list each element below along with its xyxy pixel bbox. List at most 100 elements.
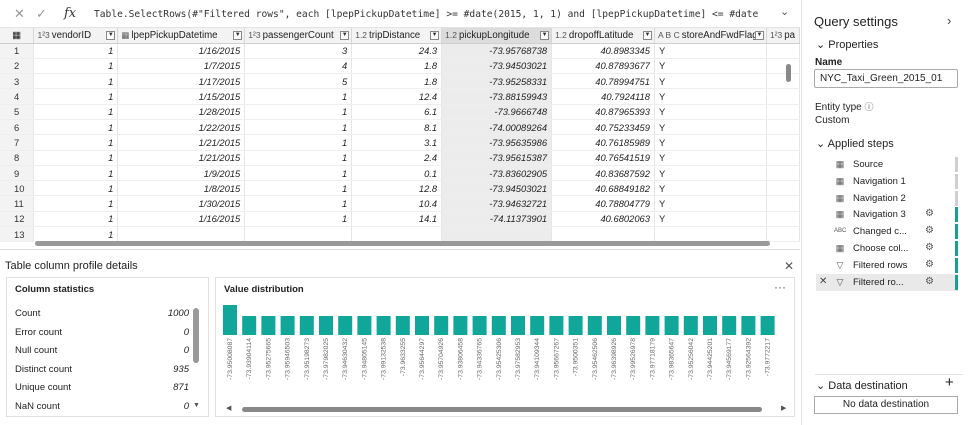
table-cell[interactable]: 1/28/2015: [117, 104, 246, 120]
applied-step[interactable]: ▦ Source: [816, 156, 958, 173]
table-cell[interactable]: [766, 180, 800, 197]
table-cell[interactable]: 1: [33, 195, 119, 212]
column-header-7[interactable]: 1²3 pa: [766, 28, 800, 44]
table-cell[interactable]: 1: [33, 150, 119, 166]
table-cell[interactable]: 40.83687592: [551, 165, 655, 182]
chevron-down-icon[interactable]: ⌄: [780, 6, 790, 18]
table-cell[interactable]: -73.94632721: [441, 195, 553, 212]
table-cell[interactable]: 40.68849182: [551, 180, 655, 197]
table-cell[interactable]: [766, 119, 800, 136]
fx-icon[interactable]: fx: [64, 6, 77, 21]
distribution-bar[interactable]: [395, 316, 410, 335]
table-cell[interactable]: 1: [244, 119, 353, 136]
step-settings-gear-icon[interactable]: ⚙: [925, 208, 934, 220]
table-cell[interactable]: [244, 226, 353, 243]
column-type-icon[interactable]: 1²3: [769, 29, 783, 40]
table-cell[interactable]: 40.8983345: [551, 43, 655, 59]
applied-step[interactable]: ▦ Choose col... ⚙: [816, 240, 958, 257]
table-cell[interactable]: Y: [654, 104, 767, 120]
column-header-2[interactable]: 1²3 passengerCount ▼: [244, 28, 353, 44]
vertical-scrollbar[interactable]: [786, 64, 791, 82]
distribution-bar[interactable]: [722, 316, 737, 335]
table-cell[interactable]: 12.8: [351, 180, 443, 197]
table-cell[interactable]: 40.87965393: [551, 104, 655, 120]
row-number[interactable]: 7: [0, 134, 35, 151]
distribution-bar[interactable]: [299, 316, 314, 335]
table-cell[interactable]: 3: [244, 43, 353, 59]
table-cell[interactable]: 1: [33, 226, 119, 243]
table-cell[interactable]: [766, 88, 800, 105]
distribution-bar[interactable]: [760, 316, 775, 335]
distribution-bar[interactable]: [491, 316, 506, 335]
distribution-bar[interactable]: [626, 316, 641, 335]
step-settings-gear-icon[interactable]: ⚙: [925, 275, 934, 287]
table-corner-icon[interactable]: ▦: [0, 28, 35, 44]
table-row[interactable]: 1 1 1/16/2015 3 24.3 -73.95768738 40.8983345 Y: [0, 43, 800, 59]
table-cell[interactable]: 14.1: [351, 211, 443, 228]
step-settings-gear-icon[interactable]: ⚙: [925, 225, 934, 237]
table-cell[interactable]: Y: [654, 73, 767, 90]
table-cell[interactable]: -73.83602905: [441, 165, 553, 182]
table-cell[interactable]: 4: [244, 58, 353, 75]
table-cell[interactable]: [766, 58, 800, 75]
table-cell[interactable]: [766, 150, 800, 166]
accept-icon[interactable]: ✓: [36, 6, 47, 21]
distribution-bar[interactable]: [261, 316, 276, 335]
table-cell[interactable]: Y: [654, 180, 767, 197]
column-dropdown-icon[interactable]: ▼: [106, 31, 116, 40]
distribution-bar[interactable]: [683, 316, 698, 335]
table-cell[interactable]: 1: [33, 134, 119, 151]
table-cell[interactable]: [766, 165, 800, 182]
table-cell[interactable]: 10.4: [351, 195, 443, 212]
table-cell[interactable]: -73.94503021: [441, 180, 553, 197]
table-cell[interactable]: Y: [654, 58, 767, 75]
table-cell[interactable]: -73.95635986: [441, 134, 553, 151]
table-cell[interactable]: 2.4: [351, 150, 443, 166]
distribution-bar[interactable]: [338, 316, 353, 335]
distribution-bar[interactable]: [645, 316, 660, 335]
table-cell[interactable]: 1: [33, 73, 119, 90]
distribution-bar[interactable]: [607, 316, 621, 335]
table-row[interactable]: 13 1: [0, 226, 800, 243]
row-number[interactable]: 4: [0, 88, 35, 105]
scroll-right-icon[interactable]: ▶: [781, 405, 787, 412]
table-cell[interactable]: -73.9666748: [441, 104, 553, 120]
distribution-bar[interactable]: [376, 316, 391, 335]
distribution-bar[interactable]: [587, 316, 602, 335]
row-number[interactable]: 13: [0, 226, 35, 243]
column-header-1[interactable]: ▦ lpepPickupDatetime ▼: [117, 28, 246, 44]
table-row[interactable]: 6 1 1/22/2015 1 8.1 -74.00089264 40.75233459 Y: [0, 119, 800, 136]
table-cell[interactable]: 1: [33, 104, 119, 120]
column-dropdown-icon[interactable]: ▼: [233, 31, 243, 40]
distribution-bar[interactable]: [741, 316, 756, 335]
table-cell[interactable]: [766, 73, 800, 90]
row-number[interactable]: 10: [0, 180, 35, 197]
distribution-bar[interactable]: [453, 316, 468, 335]
table-cell[interactable]: 40.75233459: [551, 119, 655, 136]
column-header-4[interactable]: 1.2 pickupLongitude ▼: [441, 28, 553, 44]
distribution-bar[interactable]: [530, 316, 545, 335]
table-cell[interactable]: 1/22/2015: [117, 119, 246, 136]
column-type-icon[interactable]: 1.2: [555, 29, 567, 40]
table-cell[interactable]: Y: [654, 134, 767, 151]
row-number[interactable]: 12: [0, 211, 35, 228]
distribution-bar[interactable]: [511, 316, 525, 335]
distribution-bar[interactable]: [568, 316, 583, 335]
table-cell[interactable]: 1/7/2015: [117, 58, 246, 75]
column-header-5[interactable]: 1.2 dropoffLatitude ▼: [551, 28, 655, 44]
table-cell[interactable]: 1/21/2015: [117, 134, 246, 151]
table-cell[interactable]: 40.76541519: [551, 150, 655, 166]
table-cell[interactable]: 1: [33, 43, 119, 59]
row-number[interactable]: 9: [0, 165, 35, 182]
applied-step[interactable]: ▦ Navigation 3 ⚙: [816, 206, 958, 223]
column-type-icon[interactable]: 1²3: [248, 29, 261, 40]
table-cell[interactable]: 1/16/2015: [117, 211, 246, 228]
table-cell[interactable]: [551, 226, 655, 243]
applied-step[interactable]: ✕ ▽ Filtered ro... ⚙: [816, 273, 958, 291]
table-cell[interactable]: -74.11373901: [441, 211, 553, 228]
table-cell[interactable]: 1.8: [351, 58, 443, 75]
table-row[interactable]: 8 1 1/21/2015 1 2.4 -73.95615387 40.76541519 Y: [0, 150, 800, 166]
table-cell[interactable]: 1/30/2015: [117, 195, 246, 212]
column-header-0[interactable]: 1²3 vendorID ▼: [33, 28, 119, 44]
formula-input[interactable]: Table.SelectRows(#"Filtered rows", each …: [94, 9, 759, 20]
